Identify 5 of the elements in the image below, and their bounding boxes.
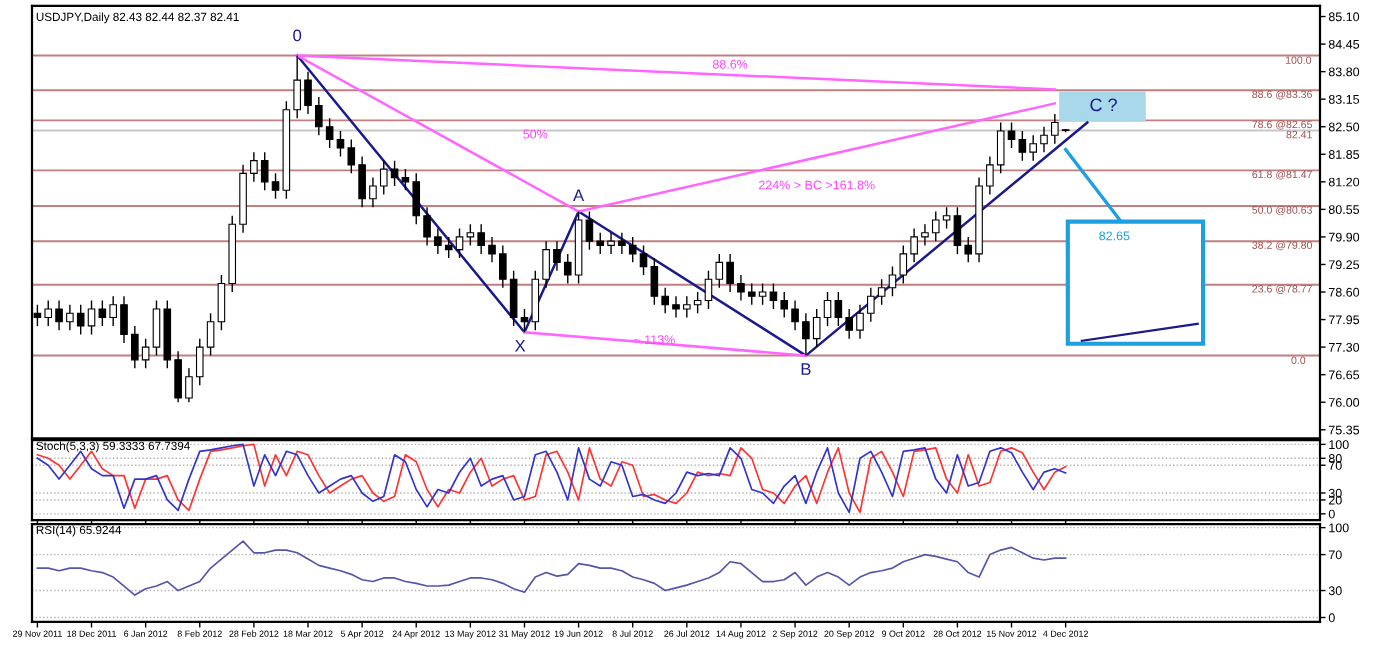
annotation: A — [573, 189, 585, 201]
annotation: X — [514, 339, 526, 352]
annotation: B — [801, 363, 811, 375]
annotation: 0 — [293, 29, 302, 42]
annotation: C ? — [1090, 98, 1117, 112]
